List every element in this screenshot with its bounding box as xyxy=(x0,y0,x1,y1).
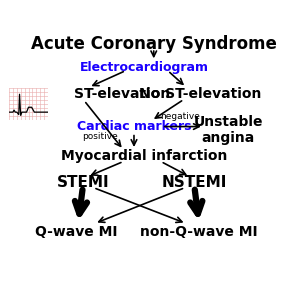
Text: No ST-elevation: No ST-elevation xyxy=(139,87,261,101)
Text: NSTEMI: NSTEMI xyxy=(162,175,227,190)
Text: Q-wave MI: Q-wave MI xyxy=(34,225,117,239)
Text: Unstable
angina: Unstable angina xyxy=(194,115,263,145)
Text: negative: negative xyxy=(160,112,200,121)
Text: positive: positive xyxy=(82,132,118,141)
Text: Cardiac markers: Cardiac markers xyxy=(77,120,191,133)
Text: Acute Coronary Syndrome: Acute Coronary Syndrome xyxy=(31,35,277,53)
Text: Electrocardiogram: Electrocardiogram xyxy=(80,61,209,74)
Text: Myocardial infarction: Myocardial infarction xyxy=(61,149,228,163)
Text: STEMI: STEMI xyxy=(56,175,109,190)
Text: non-Q-wave MI: non-Q-wave MI xyxy=(140,225,258,239)
Text: ST-elevation: ST-elevation xyxy=(74,87,170,101)
